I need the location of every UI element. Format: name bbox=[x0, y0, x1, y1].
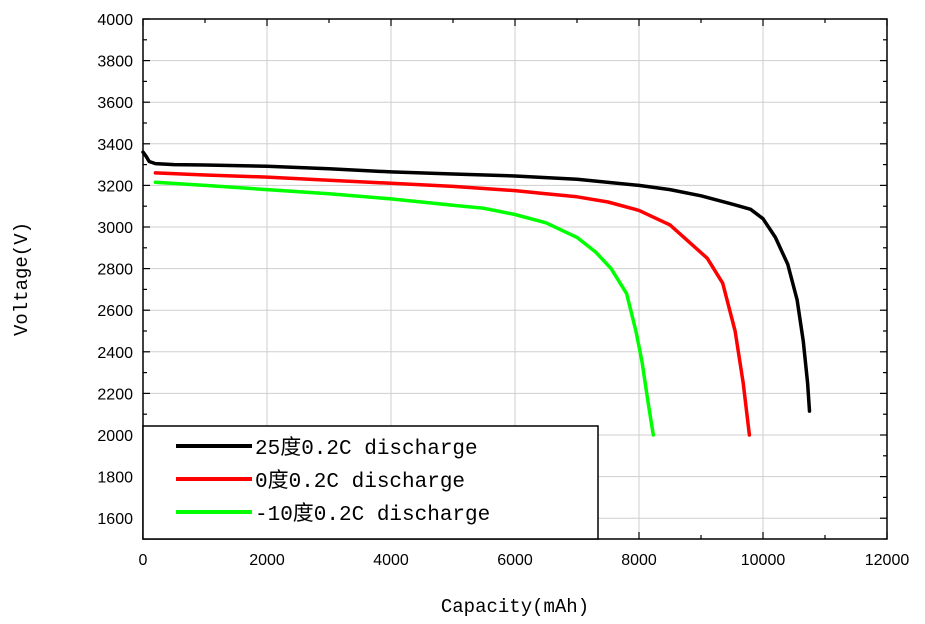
y-tick-label-0: 1600 bbox=[97, 511, 133, 528]
x-tick-label-4: 8000 bbox=[621, 552, 657, 569]
series-line-1 bbox=[153, 171, 752, 437]
x-tick-label-2: 4000 bbox=[373, 552, 409, 569]
x-tick-label-6: 12000 bbox=[865, 552, 910, 569]
y-tick-label-5: 2600 bbox=[97, 303, 133, 320]
legend: 25度0.2C discharge 0度0.2C discharge -10度0.2… bbox=[142, 425, 599, 540]
y-tick-label-8: 3200 bbox=[97, 178, 133, 195]
y-tick-label-4: 2400 bbox=[97, 345, 133, 362]
x-tick-label-5: 10000 bbox=[741, 552, 786, 569]
x-axis-title: Capacity(mAh) bbox=[441, 596, 589, 618]
y-tick-label-6: 2800 bbox=[97, 262, 133, 279]
y-tick-labels: 1600 1800 2000 2200 2400 2600 2800 3000 3200 3400… bbox=[97, 12, 133, 528]
y-tick-label-11: 3800 bbox=[97, 54, 133, 71]
y-tick-label-3: 2200 bbox=[97, 386, 133, 403]
x-tick-label-0: 0 bbox=[139, 552, 148, 569]
x-tick-label-3: 6000 bbox=[497, 552, 533, 569]
x-tick-labels: 0 2000 4000 6000 8000 10000 12000 bbox=[139, 552, 910, 569]
series-line-2 bbox=[153, 180, 656, 437]
legend-label-0: 25度0.2C discharge bbox=[255, 436, 478, 461]
x-tick-label-1: 2000 bbox=[249, 552, 285, 569]
y-tick-label-1: 1800 bbox=[97, 470, 133, 487]
y-tick-label-12: 4000 bbox=[97, 12, 133, 29]
y-tick-label-2: 2000 bbox=[97, 428, 133, 445]
y-tick-label-9: 3400 bbox=[97, 137, 133, 154]
y-axis-title: Voltage(V) bbox=[11, 222, 33, 336]
legend-label-1: 0度0.2C discharge bbox=[255, 469, 465, 494]
legend-label-2: -10度0.2C discharge bbox=[255, 502, 490, 527]
series-lines bbox=[141, 150, 812, 437]
series-line-0 bbox=[141, 150, 812, 413]
y-tick-label-10: 3600 bbox=[97, 95, 133, 112]
y-tick-label-7: 3000 bbox=[97, 220, 133, 237]
